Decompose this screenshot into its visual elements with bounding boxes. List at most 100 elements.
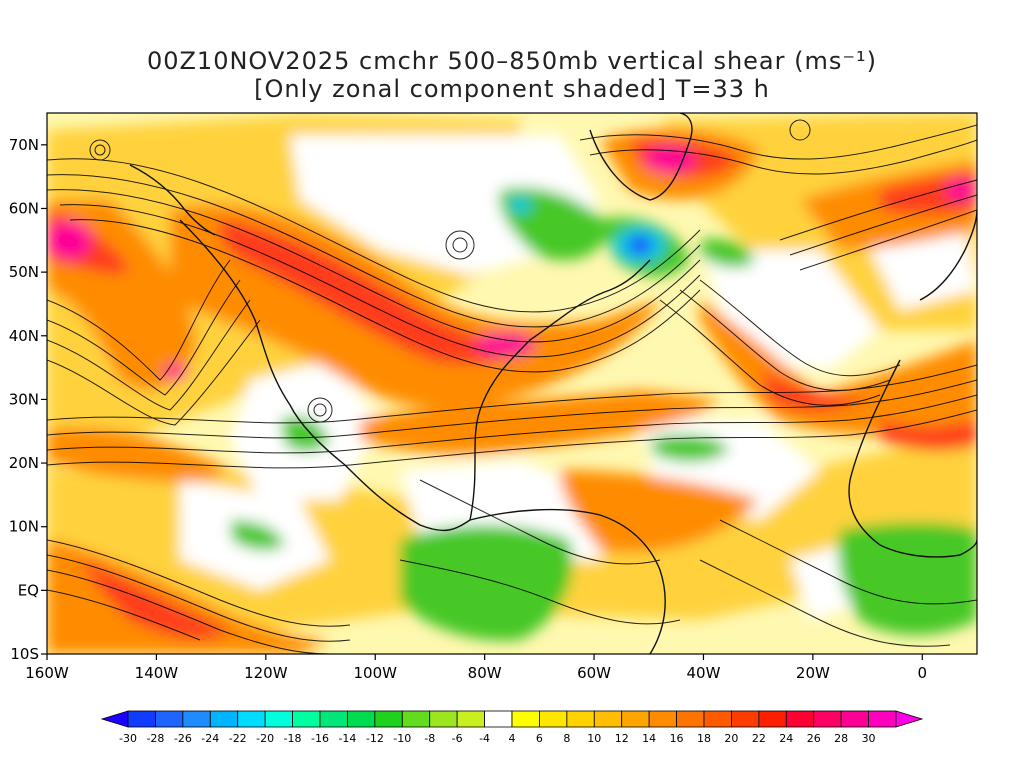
easterly-core-cyan-north	[508, 197, 532, 213]
colorbar-swatch	[429, 710, 458, 728]
colorbar-label: -20	[256, 732, 274, 745]
colorbar-label: 18	[697, 732, 711, 745]
colorbar-label: 26	[807, 732, 821, 745]
colorbar-label: 4	[509, 732, 516, 745]
colorbar-swatch	[292, 710, 321, 728]
jet-max-magenta-greenland	[644, 146, 696, 174]
colorbar-swatch	[731, 710, 760, 728]
colorbar-swatch	[182, 710, 211, 728]
streamline	[47, 299, 251, 411]
streamline	[719, 519, 977, 605]
easterly-region-green-south-america	[400, 525, 573, 641]
streamline	[799, 209, 977, 271]
colorbar-label: -30	[119, 732, 137, 745]
streamline	[699, 559, 951, 647]
axis-ticks: 160W 140W 120W 100W 80W 60W 40W 20W 0 70N 60N 50N 40…	[9, 136, 927, 682]
colorbar-label: 8	[563, 732, 570, 745]
colorbar-label: 16	[670, 732, 684, 745]
colorbar-label: 6	[536, 732, 543, 745]
colorbar-swatch	[703, 710, 732, 728]
colorbar-swatch	[785, 710, 815, 728]
colorbar-label: 10	[587, 732, 601, 745]
streamline-vortex	[452, 237, 468, 253]
streamline	[47, 259, 231, 381]
easterly-core-blue	[628, 236, 652, 254]
easterly-region-green-mexico	[280, 416, 330, 452]
colorbar-label: -10	[393, 732, 411, 745]
streamline	[47, 539, 351, 627]
jet-orange-subtropical	[360, 390, 720, 455]
streamline-vortex	[313, 403, 327, 417]
map-subtitle: [Only zonal component shaded] T=33 h	[254, 75, 770, 103]
colorbar-swatch	[155, 710, 184, 728]
colorbar-swatch	[813, 710, 842, 728]
colorbar-label: -24	[201, 732, 219, 745]
colorbar-label: 12	[615, 732, 629, 745]
coastline-west-north-america	[179, 219, 471, 532]
streamline	[47, 319, 261, 426]
colorbar-swatch	[484, 710, 513, 728]
colorbar-label: -22	[229, 732, 247, 745]
colorbar-swatch	[237, 710, 266, 728]
colorbar-swatch	[347, 710, 376, 728]
colorbar-swatch	[621, 710, 650, 728]
streamline	[47, 158, 701, 313]
colorbar-swatch	[676, 710, 705, 728]
lon-tick-label: 160W	[25, 664, 69, 682]
lon-tick-label: 120W	[244, 664, 288, 682]
lon-tick-label: 60W	[577, 664, 611, 682]
colorbar-label: 24	[779, 732, 793, 745]
jet-orange-south-atlantic	[560, 470, 760, 553]
streamline	[659, 299, 881, 406]
lat-tick-label: 20N	[9, 454, 39, 472]
streamline	[699, 279, 901, 377]
jet-max-magenta-northeast	[946, 178, 974, 202]
streamline	[47, 394, 977, 454]
easterly-region-green-north-atlantic	[700, 238, 755, 268]
colorbar-label: -4	[479, 732, 490, 745]
streamline	[47, 279, 241, 396]
colorbar-label: -6	[452, 732, 463, 745]
streamline	[589, 139, 977, 175]
colorbar-swatch	[840, 710, 869, 728]
colorbar-label: 20	[724, 732, 738, 745]
lat-tick-label: 10N	[9, 518, 39, 536]
streamline	[47, 589, 201, 641]
jet-orange-east-atlantic	[700, 300, 977, 435]
colorbar-swatch	[127, 710, 156, 728]
coastline-south-america-north	[469, 508, 666, 654]
streamline-vortex	[89, 139, 111, 161]
colorbar-arrow-left	[100, 710, 129, 728]
streamline	[47, 569, 331, 654]
jet-orange-mid-pacific	[47, 428, 230, 482]
colorbar-arrow-right	[895, 710, 924, 728]
streamline	[47, 409, 977, 469]
easterly-region-green-africa	[838, 522, 977, 635]
lat-tick-label: EQ	[18, 581, 39, 599]
streamline	[789, 194, 977, 256]
colorbar-swatch	[648, 710, 677, 728]
streamline	[679, 289, 891, 391]
lon-tick-label: 100W	[354, 664, 398, 682]
jet-max-magenta-pacific	[48, 220, 92, 260]
colorbar-label: 30	[862, 732, 876, 745]
plot-frame	[46, 112, 978, 655]
lat-tick-label: 60N	[9, 199, 39, 217]
colorbar-label: -18	[284, 732, 302, 745]
streamline-vortex	[445, 230, 475, 260]
streamline	[47, 364, 977, 424]
colorbar-swatch	[456, 710, 485, 728]
lon-tick-label: 140W	[135, 664, 179, 682]
lat-tick-label: 30N	[9, 390, 39, 408]
colorbar-swatch	[758, 710, 787, 728]
colorbar-label: -26	[174, 732, 192, 745]
easterly-region-green-atlantic	[650, 434, 730, 462]
colorbar-swatch	[566, 710, 595, 728]
lon-tick-label: 80W	[468, 664, 502, 682]
colorbar-swatch	[209, 710, 239, 728]
plot-area	[47, 113, 977, 654]
colorbar-label: 22	[752, 732, 766, 745]
colorbar-swatch	[319, 710, 348, 728]
colorbar-label: 28	[834, 732, 848, 745]
